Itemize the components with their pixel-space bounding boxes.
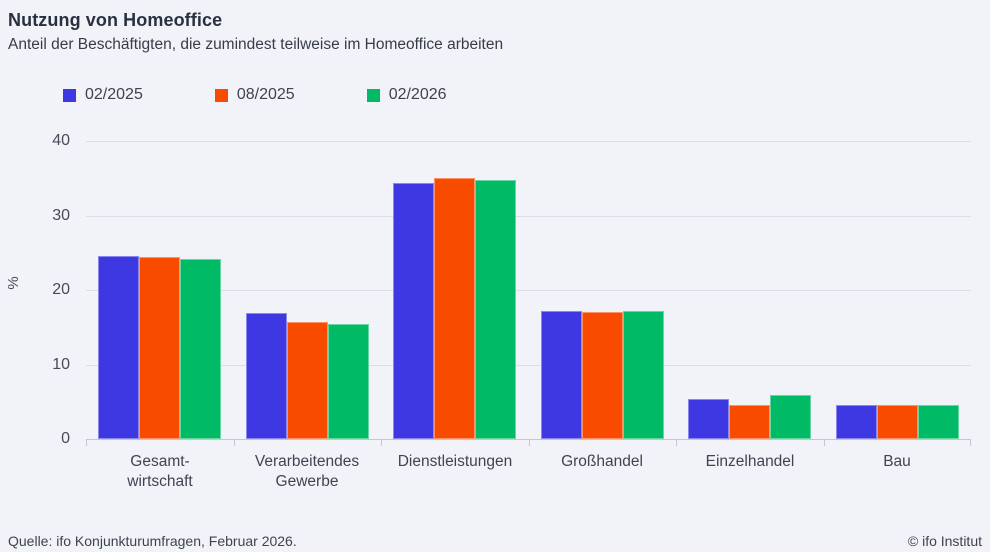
plot-area	[86, 141, 971, 446]
y-tick-label-20: 20	[52, 281, 70, 298]
x-axis-tick	[824, 439, 825, 446]
x-category-label-1: Gesamt- wirtschaft	[127, 453, 193, 490]
chart-subtitle: Anteil der Beschäftigten, die zumindest …	[8, 36, 504, 53]
legend-label-08-2025: 08/2025	[236, 86, 295, 103]
bar-08-2025-1	[139, 257, 180, 439]
source-note: Quelle: ifo Konjunkturumfragen, Februar …	[8, 533, 297, 549]
y-tick-label-30: 30	[52, 207, 70, 224]
gridline-40	[86, 141, 971, 142]
bar-02-2025-6	[836, 405, 877, 439]
bar-02-2026-3	[475, 180, 516, 439]
y-tick-label-10: 10	[52, 356, 70, 373]
bar-02-2025-5	[688, 399, 729, 439]
bottom-strip	[0, 552, 990, 557]
gridline-0	[86, 439, 971, 440]
y-tick-label-0: 0	[61, 430, 70, 447]
legend-swatch-orange-icon	[214, 88, 228, 102]
legend-item-02-2025: 02/2025	[63, 86, 143, 104]
bar-02-2026-1	[180, 259, 221, 439]
bar-02-2026-5	[770, 395, 811, 439]
y-tick-label-40: 40	[52, 132, 70, 149]
bar-02-2025-2	[246, 313, 287, 439]
bar-08-2025-3	[434, 178, 475, 439]
legend-label-02-2025: 02/2025	[85, 86, 143, 103]
legend-item-08-2025: 08/2025	[214, 86, 295, 104]
x-axis-tick	[970, 439, 971, 446]
bar-02-2025-3	[393, 183, 434, 439]
chart-title: Nutzung von Homeoffice	[8, 10, 223, 30]
x-axis-tick	[381, 439, 382, 446]
legend-label-02-2026: 02/2026	[388, 86, 447, 103]
bar-02-2026-2	[328, 324, 369, 439]
bar-08-2025-5	[729, 405, 770, 439]
bar-08-2025-2	[287, 322, 328, 439]
legend: 02/2025 08/2025 02/2026	[63, 86, 447, 104]
copyright-note: © ifo Institut	[907, 533, 982, 549]
legend-swatch-blue-icon	[63, 88, 76, 102]
gridline-20	[86, 290, 971, 291]
x-axis-tick	[529, 439, 530, 446]
legend-swatch-green-icon	[366, 88, 380, 102]
gridline-10	[86, 365, 971, 366]
bar-02-2025-1	[98, 256, 139, 439]
x-category-label-5: Einzelhandel	[705, 453, 795, 470]
bar-08-2025-6	[877, 405, 918, 439]
x-category-label-4: Großhandel	[561, 453, 643, 470]
x-category-label-2: Verarbeitendes Gewerbe	[254, 453, 360, 490]
gridline-30	[86, 216, 971, 217]
legend-item-02-2026: 02/2026	[366, 86, 447, 104]
bar-02-2025-4	[541, 311, 582, 439]
x-category-label-3: Dienstleistungen	[397, 453, 513, 470]
x-axis-tick	[86, 439, 87, 446]
x-axis-tick	[676, 439, 677, 446]
bar-08-2025-4	[582, 312, 623, 439]
x-axis-tick	[234, 439, 235, 446]
bar-02-2026-6	[918, 405, 959, 439]
x-category-label-6: Bau	[883, 453, 911, 470]
bar-02-2026-4	[623, 311, 664, 439]
